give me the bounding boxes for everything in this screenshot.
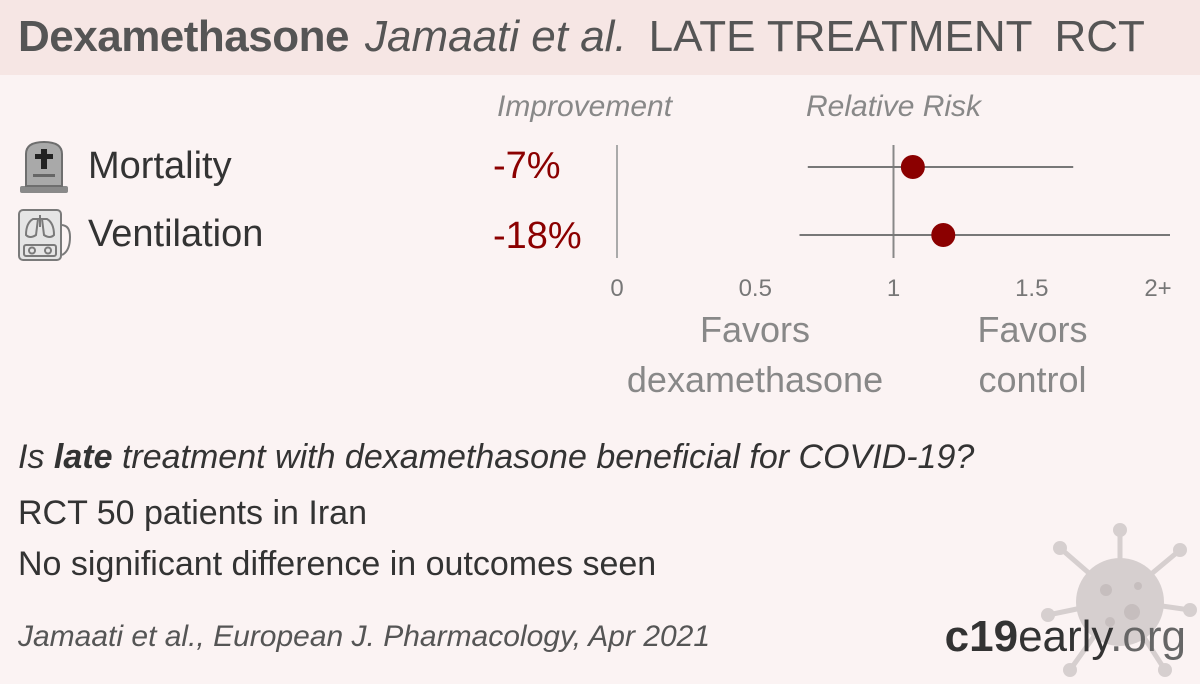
favors-right-line1: Favors (977, 309, 1088, 350)
favors-control-label: Favors control (930, 305, 1135, 405)
point-estimate-mortality (900, 155, 925, 179)
x-tick-label: 0.5 (739, 275, 772, 302)
forest-plot: 0 0.5 1 1.5 2+ (610, 145, 1172, 302)
question-prefix: Is (18, 438, 54, 476)
brand-logo[interactable]: c19early.org (945, 612, 1186, 662)
question-emphasis: late (53, 438, 113, 476)
virus-icon (1040, 520, 1200, 684)
favors-right-line2: control (978, 359, 1087, 400)
study-authors: Jamaati et al. (364, 12, 627, 61)
favors-treatment-label: Favors dexamethasone (600, 305, 910, 405)
favors-left-line2: dexamethasone (626, 359, 884, 400)
x-tick-label: 0 (610, 275, 623, 302)
favors-left-line1: Favors (699, 309, 811, 350)
improvement-value-ventilation: -18% (493, 215, 582, 257)
improvement-value-mortality: -7% (493, 145, 561, 187)
x-tick-label: 2+ (1144, 275, 1171, 302)
summary-study-size: RCT 50 patients in Iran (18, 494, 367, 532)
header-bar: Dexamethasone Jamaati et al. LATE TREATMEN… (0, 0, 1200, 75)
improvement-column-header: Improvement (497, 90, 673, 123)
treatment-stage: LATE TREATMENT (648, 12, 1033, 61)
drug-name: Dexamethasone (18, 12, 349, 61)
summary-question: Is late treatment with dexamethasone ben… (18, 438, 974, 477)
relative-risk-column-header: Relative Risk (806, 90, 982, 123)
page-title: Dexamethasone Jamaati et al. LATE TREATMEN… (18, 12, 1145, 62)
x-tick-label: 1 (887, 275, 900, 302)
ventilator-icon (16, 207, 72, 270)
citation: Jamaati et al., European J. Pharmacology… (18, 620, 711, 653)
summary-conclusion: No significant difference in outcomes se… (18, 545, 657, 583)
point-estimate-ventilation (931, 223, 956, 247)
brand-part3: .org (1110, 612, 1186, 661)
x-tick-label: 1.5 (1015, 275, 1048, 302)
brand-part1: c19 (944, 612, 1019, 661)
outcome-label-ventilation: Ventilation (88, 213, 264, 255)
brand-part2: early (1018, 612, 1111, 661)
study-design: RCT (1054, 12, 1145, 61)
outcome-label-mortality: Mortality (88, 145, 232, 187)
tombstone-icon (18, 140, 70, 199)
question-suffix: treatment with dexamethasone beneficial … (112, 438, 975, 476)
